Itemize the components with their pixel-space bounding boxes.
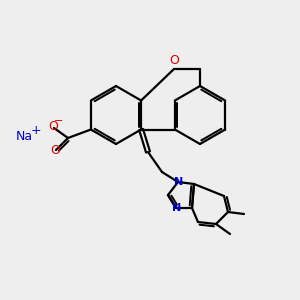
- Text: N: N: [174, 177, 184, 187]
- Text: N: N: [172, 203, 182, 213]
- Text: −: −: [54, 116, 64, 126]
- Text: O: O: [50, 145, 60, 158]
- Text: +: +: [31, 124, 41, 137]
- Text: O: O: [169, 54, 179, 67]
- Text: Na: Na: [15, 130, 33, 143]
- Text: O: O: [48, 121, 58, 134]
